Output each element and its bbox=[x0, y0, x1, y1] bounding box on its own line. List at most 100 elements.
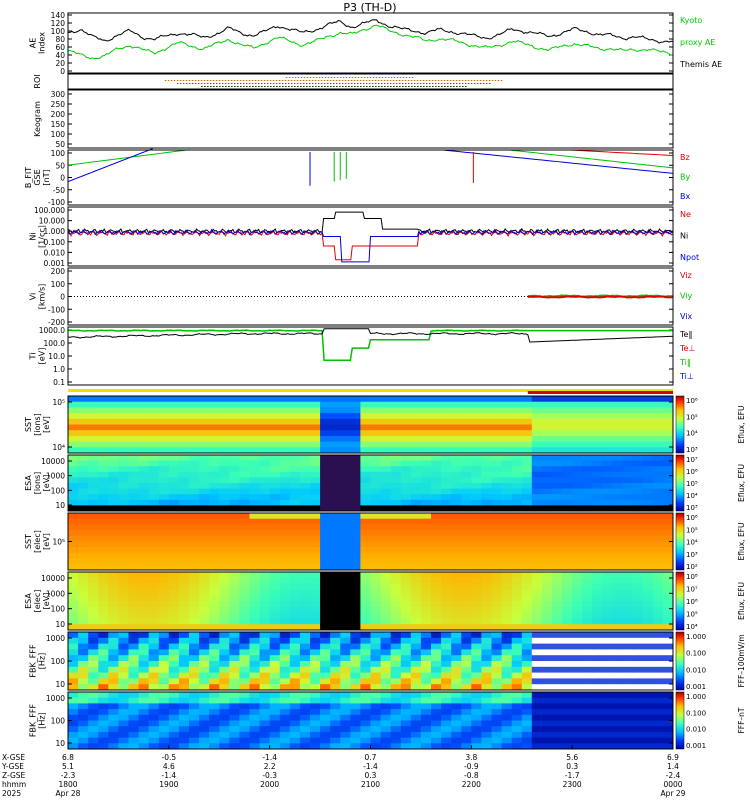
esa-e-cell bbox=[229, 624, 240, 631]
sst-i-cell bbox=[400, 407, 412, 414]
sst-e-cell bbox=[400, 530, 412, 537]
sst-i-cell bbox=[380, 401, 392, 408]
sst-e-cell bbox=[138, 530, 150, 537]
fbk-b-cell bbox=[108, 692, 119, 699]
esa-i-cell bbox=[88, 471, 99, 478]
fbk-b-cell bbox=[451, 697, 462, 704]
fbk-e-cell bbox=[390, 655, 402, 662]
fbk-b-cell bbox=[340, 703, 351, 710]
esa-e-cell bbox=[390, 595, 402, 602]
fbk-b-cell bbox=[552, 703, 563, 710]
fbk-e-cell bbox=[552, 672, 563, 679]
esa-i-cell bbox=[602, 483, 613, 490]
sst-i-cell bbox=[199, 407, 210, 414]
esa-e-cell bbox=[652, 612, 664, 619]
roi-dot bbox=[422, 80, 425, 81]
sst-e-cell bbox=[350, 535, 361, 542]
sst-e-cell bbox=[128, 558, 140, 565]
fbk-b-cell bbox=[501, 726, 513, 733]
fbk-b-cell bbox=[108, 731, 119, 739]
fbk-b-cell bbox=[501, 709, 513, 716]
roi-dot bbox=[327, 86, 329, 87]
roi-dot bbox=[308, 83, 311, 84]
roi-dot bbox=[218, 83, 221, 84]
fbk-b-cell bbox=[632, 692, 644, 699]
fbk-e-cell bbox=[642, 672, 654, 679]
sst-e-cell bbox=[108, 547, 119, 554]
fbk-e-cell bbox=[269, 678, 281, 685]
sst-i-cell bbox=[562, 407, 573, 414]
roi-dot bbox=[285, 86, 287, 87]
esa-i-cell bbox=[531, 466, 543, 473]
sst-i-cell bbox=[511, 430, 523, 437]
esa-i-cell bbox=[279, 455, 291, 462]
esa-i-cell bbox=[269, 499, 281, 506]
sst-e-cell bbox=[481, 535, 492, 542]
esa-i-cell bbox=[451, 477, 462, 484]
fbk-b-cell bbox=[541, 692, 553, 699]
esa-e-cell bbox=[148, 577, 160, 585]
sst-i-cell bbox=[310, 407, 321, 414]
sst-i-cell bbox=[602, 430, 613, 437]
esa-e-cell bbox=[108, 572, 119, 579]
esa-e-cell bbox=[88, 606, 99, 614]
sst-e-cell bbox=[249, 530, 261, 537]
fbk-e-cell bbox=[612, 672, 624, 679]
sst-e-cell bbox=[582, 530, 593, 537]
esa-i-cell bbox=[289, 466, 301, 473]
fbk-b-cell bbox=[572, 743, 583, 750]
sst-e-cell bbox=[279, 564, 291, 571]
sst-i-cell bbox=[340, 430, 351, 437]
fbk-b-cell bbox=[108, 743, 119, 750]
fbk-b-cell bbox=[168, 720, 180, 727]
roi-dot bbox=[369, 86, 371, 87]
sst-i-cell bbox=[189, 413, 200, 420]
fbk-b-cell bbox=[652, 714, 664, 721]
fbk-b-cell bbox=[330, 737, 341, 744]
esa-i-cell bbox=[158, 483, 170, 490]
fbk-e-cell bbox=[320, 672, 331, 679]
sst-e-cell bbox=[189, 564, 200, 571]
fbk-e-cell bbox=[269, 632, 281, 639]
fbk-e-cell bbox=[148, 655, 160, 662]
roi-dot bbox=[270, 86, 272, 87]
y-axis-label-line: ESA bbox=[24, 593, 33, 609]
sst-i-cell bbox=[88, 396, 99, 403]
fbk-b-cell bbox=[310, 743, 321, 750]
esa-e-cell bbox=[98, 606, 109, 614]
esa-e-cell bbox=[491, 612, 503, 619]
fbk-b-cell bbox=[511, 714, 523, 721]
sst-e-cell bbox=[461, 552, 472, 560]
sst-i-cell bbox=[562, 447, 573, 454]
esa-e-cell bbox=[168, 589, 180, 596]
fbk-e-cell bbox=[88, 632, 99, 639]
esa-e-cell bbox=[98, 583, 109, 590]
fbk-e-cell bbox=[310, 649, 321, 656]
esa-e-cell bbox=[592, 583, 603, 590]
esa-i-cell bbox=[78, 505, 89, 512]
roi-dot bbox=[446, 83, 449, 84]
fbk-e-cell bbox=[78, 643, 89, 650]
sst-e-cell bbox=[652, 513, 664, 520]
esa-i-cell bbox=[320, 455, 331, 462]
sst-e-cell bbox=[279, 518, 291, 525]
fbk-e-cell bbox=[390, 684, 402, 691]
sst-e-cell bbox=[229, 564, 240, 571]
esa-i-cell bbox=[531, 499, 543, 506]
roi-dot bbox=[185, 80, 188, 81]
fbk-b-cell bbox=[380, 726, 392, 733]
esa-e-cell bbox=[209, 595, 220, 602]
fbk-b-cell bbox=[229, 726, 240, 733]
fbk-e-cell bbox=[209, 666, 220, 674]
fbk-e-cell bbox=[471, 632, 482, 639]
esa-e-cell bbox=[289, 618, 301, 625]
fbk-e-cell bbox=[320, 649, 331, 656]
esa-e-cell bbox=[380, 606, 392, 614]
sst-e-cell bbox=[168, 535, 180, 542]
esa-i-cell bbox=[108, 471, 119, 478]
sst-i-cell bbox=[431, 396, 442, 403]
sst-i-cell bbox=[370, 396, 382, 403]
fbk-b-cell bbox=[108, 703, 119, 710]
fbk-e-cell bbox=[491, 649, 503, 656]
sst-e-cell bbox=[441, 558, 452, 565]
